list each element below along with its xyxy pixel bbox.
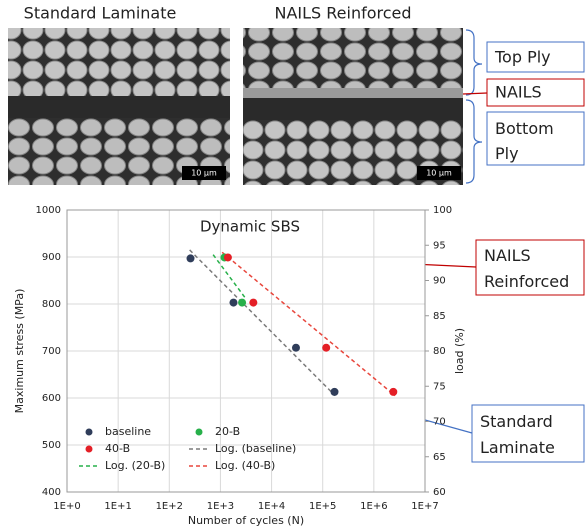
brace (466, 30, 482, 95)
legend-label: Log. (baseline) (215, 442, 296, 455)
x-tick-label: 1E+2 (156, 501, 183, 512)
y-tick-label: 1000 (36, 205, 61, 216)
x-tick-label: 1E+3 (207, 501, 234, 512)
ply-label: NAILS (495, 83, 542, 102)
legend-label: 20-B (215, 425, 240, 438)
data-point (249, 299, 257, 307)
legend-label: baseline (105, 425, 151, 438)
x-tick-label: 1E+4 (258, 501, 285, 512)
brace (466, 100, 482, 183)
figure: Standard Laminate NAILS Reinforced 10 µm 10… (0, 0, 586, 530)
y-axis-label: Maximum stress (MPa) (13, 289, 26, 414)
x-tick-label: 1E+5 (309, 501, 336, 512)
x-tick-label: 1E+0 (53, 501, 80, 512)
image-title: Standard Laminate (24, 4, 177, 23)
x-tick-label: 1E+7 (411, 501, 438, 512)
legend-label: Log. (40-B) (215, 459, 275, 472)
ply-label: Top Ply (494, 48, 551, 67)
y2-tick-label: 65 (433, 452, 446, 463)
y2-tick-label: 70 (433, 417, 446, 428)
y2-tick-label: 60 (433, 487, 446, 498)
y-tick-label: 800 (42, 299, 61, 310)
data-point (229, 299, 237, 307)
x-axis-label: Number of cycles (N) (188, 514, 304, 527)
scale-bar: 10 µm (191, 169, 217, 178)
y-tick-label: 900 (42, 252, 61, 263)
legend-marker (86, 429, 93, 436)
legend-marker (86, 446, 93, 453)
legend-marker (196, 429, 203, 436)
nails-pointer (463, 93, 487, 94)
data-point (187, 254, 195, 262)
data-point (389, 388, 397, 396)
x-tick-label: 1E+1 (104, 501, 131, 512)
y2-tick-label: 75 (433, 381, 446, 392)
y2-tick-label: 90 (433, 276, 446, 287)
y-tick-label: 500 (42, 440, 61, 451)
legend-label: 40-B (105, 442, 130, 455)
x-tick-label: 1E+6 (360, 501, 387, 512)
y2-tick-label: 100 (433, 205, 452, 216)
legend-label: Log. (20-B) (105, 459, 165, 472)
data-point (322, 344, 330, 352)
scale-bar: 10 µm (426, 169, 452, 178)
data-point (331, 388, 339, 396)
image-title: NAILS Reinforced (274, 4, 411, 23)
sem-image-standard (8, 28, 230, 185)
y2-axis-label: load (%) (453, 328, 466, 374)
y-tick-label: 400 (42, 487, 61, 498)
data-point (238, 299, 246, 307)
chart-title: Dynamic SBS (200, 218, 300, 236)
y-tick-label: 600 (42, 393, 61, 404)
sem-image-nails (243, 28, 463, 185)
data-point (292, 344, 300, 352)
y2-tick-label: 95 (433, 240, 446, 251)
y-tick-label: 700 (42, 346, 61, 357)
y2-tick-label: 85 (433, 311, 446, 322)
y2-tick-label: 80 (433, 346, 446, 357)
data-point (224, 253, 232, 261)
